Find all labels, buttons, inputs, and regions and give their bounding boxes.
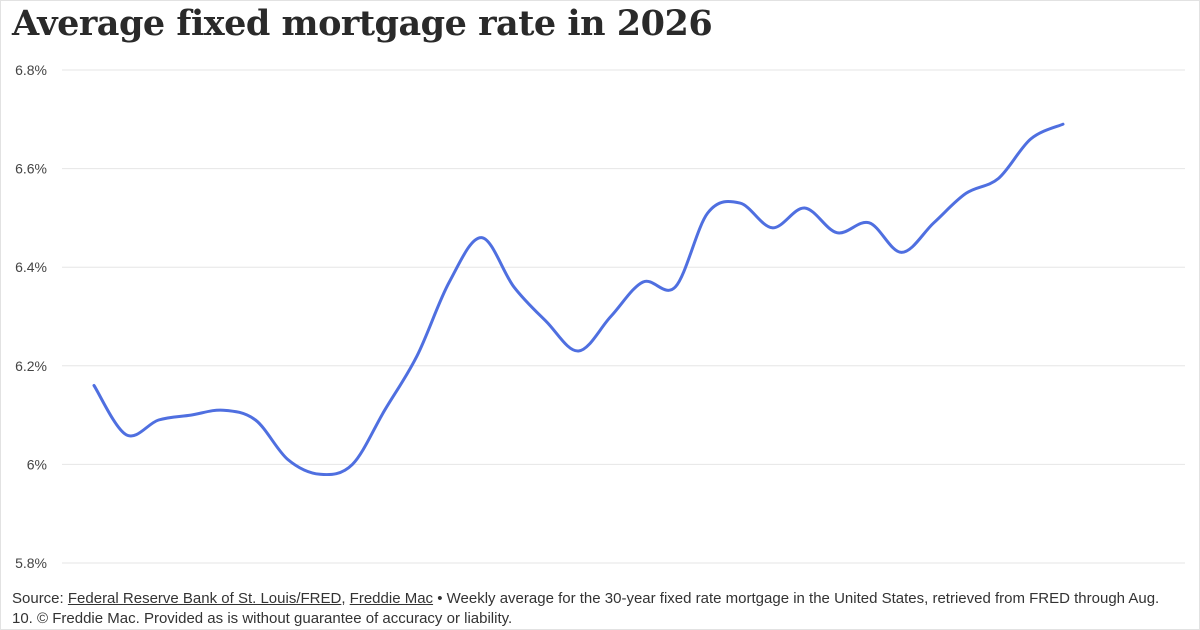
chart-title: Average fixed mortgage rate in 2026 [12, 3, 713, 44]
data-point [253, 417, 259, 423]
data-point [156, 417, 162, 423]
y-tick-label: 6.4% [15, 259, 47, 275]
data-point [834, 230, 840, 236]
data-point [576, 348, 582, 354]
data-point [672, 284, 678, 290]
y-tick-label: 6.2% [15, 358, 47, 374]
data-point [705, 210, 711, 216]
source-note: Source: Federal Reserve Bank of St. Loui… [12, 589, 1182, 629]
source-description: • Weekly average for the 30-year fixed r… [12, 590, 1160, 627]
gridlines [62, 69, 1185, 564]
series-line [92, 122, 1065, 477]
y-tick-label: 6% [27, 456, 47, 472]
data-point [446, 279, 452, 285]
data-point [640, 279, 646, 285]
data-point [1028, 136, 1034, 142]
data-point [866, 220, 872, 226]
data-point [543, 318, 549, 324]
data-point [737, 200, 743, 206]
data-point [285, 456, 291, 462]
data-point [608, 314, 614, 320]
data-point [899, 249, 905, 255]
data-point [317, 471, 323, 477]
y-axis-tick-labels: 6.8% 6.6% 6.4% 6.2% 6% 5.8% [15, 62, 47, 571]
data-point [414, 353, 420, 359]
data-point [382, 407, 388, 413]
y-tick-label: 6.6% [15, 161, 47, 177]
data-point [349, 461, 355, 467]
line-chart: 6.8% 6.6% 6.4% 6.2% 6% 5.8% [15, 62, 1185, 571]
data-point [963, 190, 969, 196]
data-point [1060, 121, 1066, 127]
data-point [995, 175, 1001, 181]
data-point [511, 284, 517, 290]
data-point [769, 225, 775, 231]
y-tick-label: 6.8% [15, 62, 47, 78]
source-prefix: Source: [12, 590, 68, 607]
data-point [220, 407, 226, 413]
data-point [91, 383, 97, 389]
data-point [479, 235, 485, 241]
data-point [802, 205, 808, 211]
data-point [123, 432, 129, 438]
data-point [931, 220, 937, 226]
source-link-freddie-mac[interactable]: Freddie Mac [349, 590, 434, 607]
source-separator: , [341, 590, 350, 607]
source-link-fred[interactable]: Federal Reserve Bank of St. Louis/FRED [67, 590, 342, 607]
data-point [188, 412, 194, 418]
data-points [91, 121, 1066, 477]
y-tick-label: 5.8% [15, 555, 47, 571]
